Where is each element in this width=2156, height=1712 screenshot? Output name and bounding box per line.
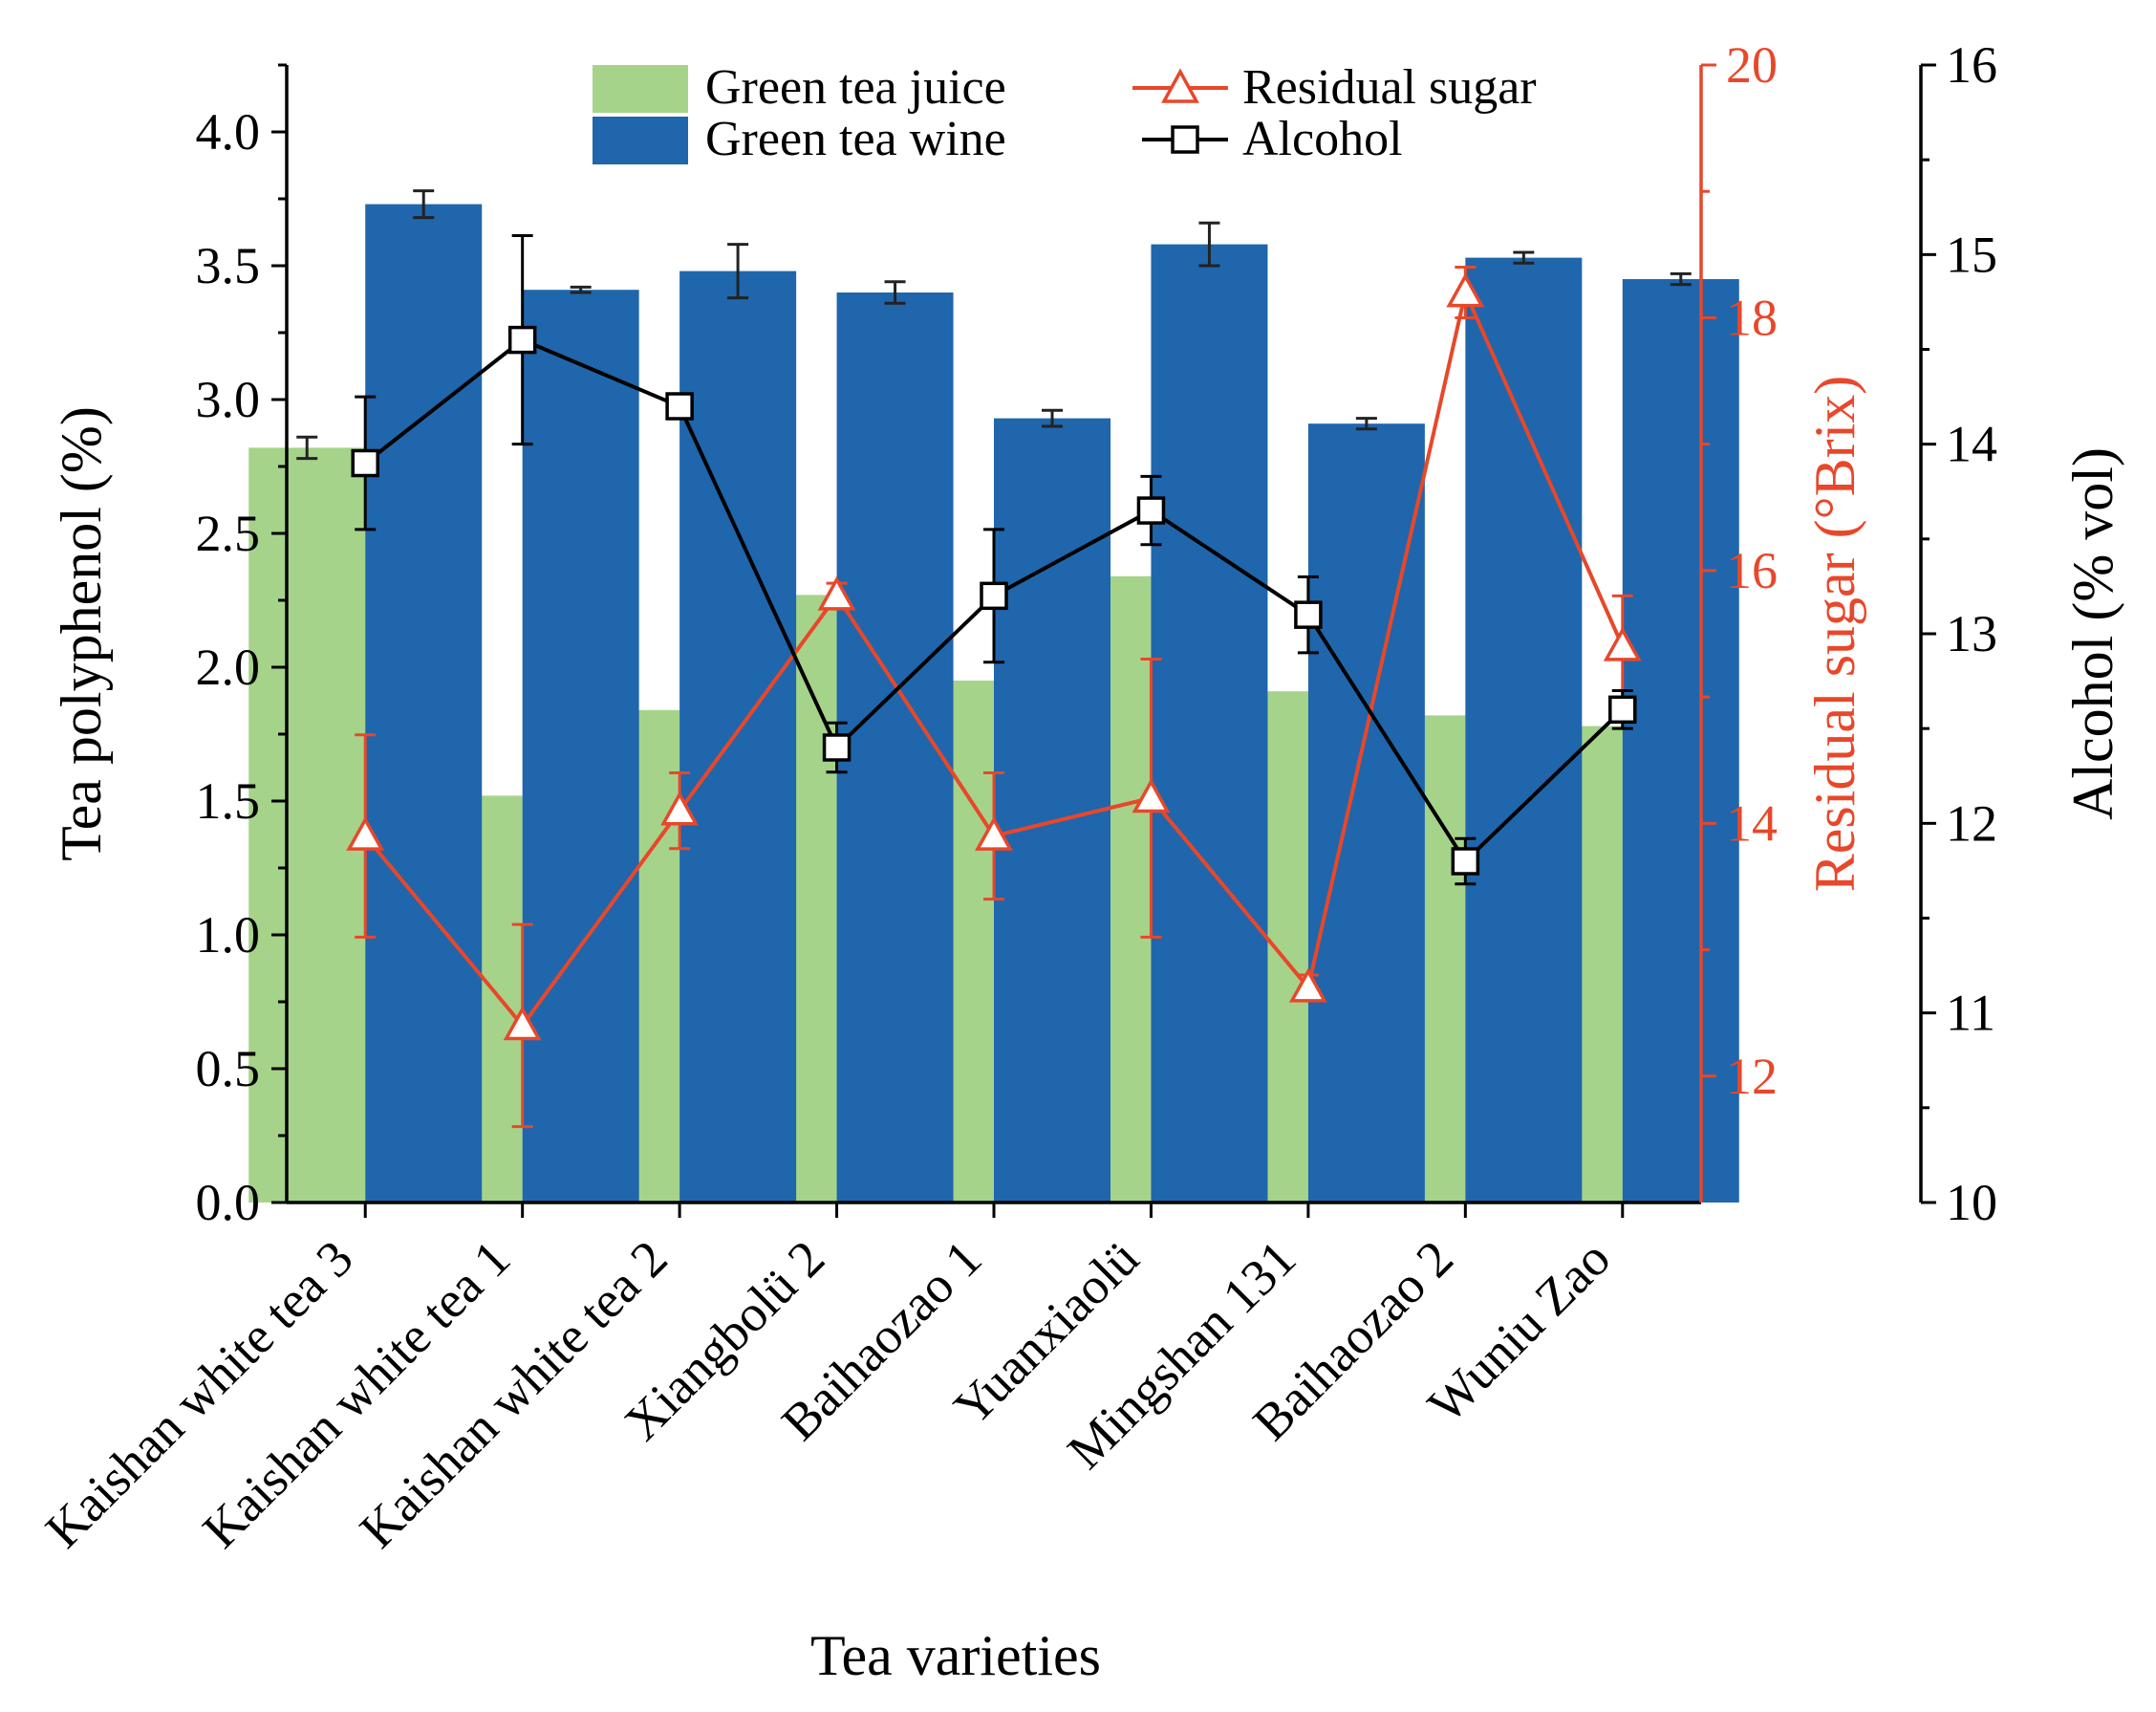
y-alcohol-tick-label-6: 16 bbox=[1946, 36, 1997, 94]
y-sugar-tick-label-0: 12 bbox=[1726, 1048, 1778, 1105]
y-left-tick-label-8: 4.0 bbox=[196, 103, 261, 161]
x-category-label-1: Kaishan white tea 1 bbox=[192, 1229, 522, 1559]
bar-layer bbox=[248, 189, 1739, 1203]
sugar-point-8 bbox=[1603, 626, 1642, 661]
y-left-tick-label-7: 3.5 bbox=[196, 237, 261, 294]
alcohol-point-6 bbox=[1294, 600, 1323, 629]
x-category-label-2: Kaishan white tea 2 bbox=[349, 1229, 679, 1559]
wine-bar-0 bbox=[365, 204, 483, 1203]
y-left-tick-label-3: 1.5 bbox=[196, 772, 261, 830]
y-alcohol-tick-label-4: 14 bbox=[1946, 416, 1997, 473]
legend-label-alcohol: Alcohol bbox=[1242, 112, 1403, 166]
y-alcohol-tick-label-2: 12 bbox=[1946, 794, 1997, 852]
legend-marker-sugar bbox=[1161, 68, 1199, 103]
alcohol-point-3 bbox=[822, 733, 852, 762]
y-sugar-tick-label-2: 16 bbox=[1726, 542, 1778, 599]
wine-errorbar-8 bbox=[1670, 271, 1692, 287]
alcohol-point-0 bbox=[351, 448, 379, 478]
wine-errorbar-4 bbox=[1042, 408, 1063, 428]
wine-bar-6 bbox=[1307, 423, 1425, 1203]
y-left-axis-title: Tea polyphenol (%) bbox=[50, 406, 113, 861]
y-sugar-tick-label-3: 18 bbox=[1726, 289, 1778, 346]
sugar-point-7 bbox=[1446, 272, 1485, 308]
legend-swatch-wine bbox=[593, 117, 688, 164]
legend-label-sugar: Residual sugar bbox=[1242, 60, 1537, 115]
wine-errorbar-5 bbox=[1198, 221, 1220, 268]
alcohol-point-8 bbox=[1608, 695, 1637, 725]
y-left-tick-label-1: 0.5 bbox=[196, 1040, 261, 1097]
wine-bar-5 bbox=[1151, 244, 1268, 1203]
y-sugar-tick-label-1: 14 bbox=[1726, 794, 1778, 852]
wine-errorbar-2 bbox=[727, 243, 749, 300]
sugar-point-1 bbox=[503, 1006, 542, 1041]
wine-bar-4 bbox=[994, 418, 1110, 1203]
sugar-point-3 bbox=[817, 575, 856, 611]
alcohol-point-7 bbox=[1451, 847, 1480, 876]
wine-errorbar-1 bbox=[570, 285, 592, 294]
sugar-point-2 bbox=[660, 791, 700, 826]
wine-bar-1 bbox=[522, 290, 639, 1203]
wine-bar-8 bbox=[1622, 279, 1739, 1203]
y-sugar-axis-title: Residual sugar (°Brix) bbox=[1803, 376, 1866, 893]
sugar-point-0 bbox=[346, 815, 385, 851]
y-alcohol-tick-label-1: 11 bbox=[1946, 985, 1995, 1042]
y-left-tick-label-0: 0.0 bbox=[196, 1174, 261, 1231]
alcohol-point-4 bbox=[980, 581, 1008, 611]
wine-errorbar-6 bbox=[1355, 417, 1377, 431]
y-sugar-tick-label-4: 20 bbox=[1726, 36, 1778, 94]
legend-swatch-juice bbox=[593, 65, 688, 113]
y-left-tick-label-4: 2.0 bbox=[196, 639, 261, 696]
y-alcohol-tick-label-5: 15 bbox=[1946, 226, 1997, 283]
juice-bar-0 bbox=[248, 447, 366, 1203]
juice-errorbar-0 bbox=[296, 435, 318, 461]
sugar-point-4 bbox=[975, 815, 1013, 851]
legend-marker-alcohol bbox=[1171, 125, 1199, 154]
y-alcohol-tick-label-0: 10 bbox=[1946, 1174, 1997, 1231]
sugar-point-6 bbox=[1288, 967, 1327, 1003]
line-layer bbox=[346, 234, 1642, 1129]
y-left-tick-label-5: 2.5 bbox=[196, 505, 261, 562]
wine-bar-2 bbox=[679, 271, 797, 1203]
legend-label-juice: Green tea juice bbox=[705, 60, 1006, 115]
y-alcohol-tick-label-3: 13 bbox=[1946, 605, 1997, 662]
sugar-point-5 bbox=[1132, 778, 1171, 813]
alcohol-point-2 bbox=[665, 392, 694, 421]
x-axis-title: Tea varieties bbox=[810, 1624, 1101, 1687]
wine-bar-7 bbox=[1465, 257, 1583, 1203]
legend-label-wine: Green tea wine bbox=[705, 112, 1006, 166]
wine-errorbar-7 bbox=[1513, 250, 1535, 265]
wine-errorbar-3 bbox=[884, 280, 906, 305]
y-left-tick-label-6: 3.0 bbox=[196, 371, 261, 428]
alcohol-point-1 bbox=[507, 325, 537, 355]
wine-errorbar-0 bbox=[413, 189, 435, 220]
x-category-label-0: Kaishan white tea 3 bbox=[34, 1229, 364, 1559]
alcohol-point-5 bbox=[1136, 496, 1166, 525]
y-alcohol-axis-title: Alcohol (% vol) bbox=[2061, 447, 2124, 820]
y-left-tick-label-2: 1.0 bbox=[196, 906, 261, 964]
